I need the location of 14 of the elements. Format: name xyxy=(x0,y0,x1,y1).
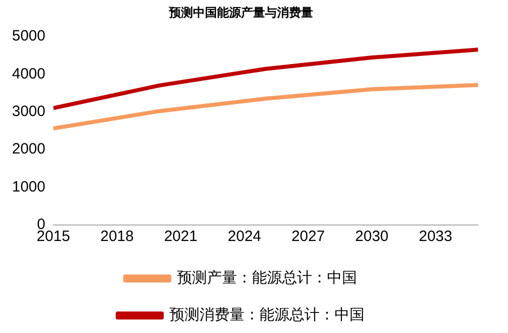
x-tick-label: 2027 xyxy=(291,228,325,246)
x-tick-label: 2030 xyxy=(355,228,389,246)
legend-label: 预测消费量：能源总计：中国 xyxy=(169,305,364,324)
y-tick-label: 3000 xyxy=(12,102,46,120)
legend-label: 预测产量：能源总计：中国 xyxy=(176,268,357,286)
y-tick-label: 5000 xyxy=(12,28,46,45)
chart-title: 预测中国能源产量与消费量 xyxy=(168,5,313,20)
x-tick-label: 2018 xyxy=(100,228,134,246)
y-tick-label: 2000 xyxy=(12,140,46,158)
x-tick-label: 2021 xyxy=(164,228,198,246)
y-tick-label: 4000 xyxy=(12,65,46,82)
x-tick-label: 2024 xyxy=(228,228,262,246)
y-tick-label: 1000 xyxy=(12,178,46,196)
x-tick-label: 2033 xyxy=(418,228,452,246)
